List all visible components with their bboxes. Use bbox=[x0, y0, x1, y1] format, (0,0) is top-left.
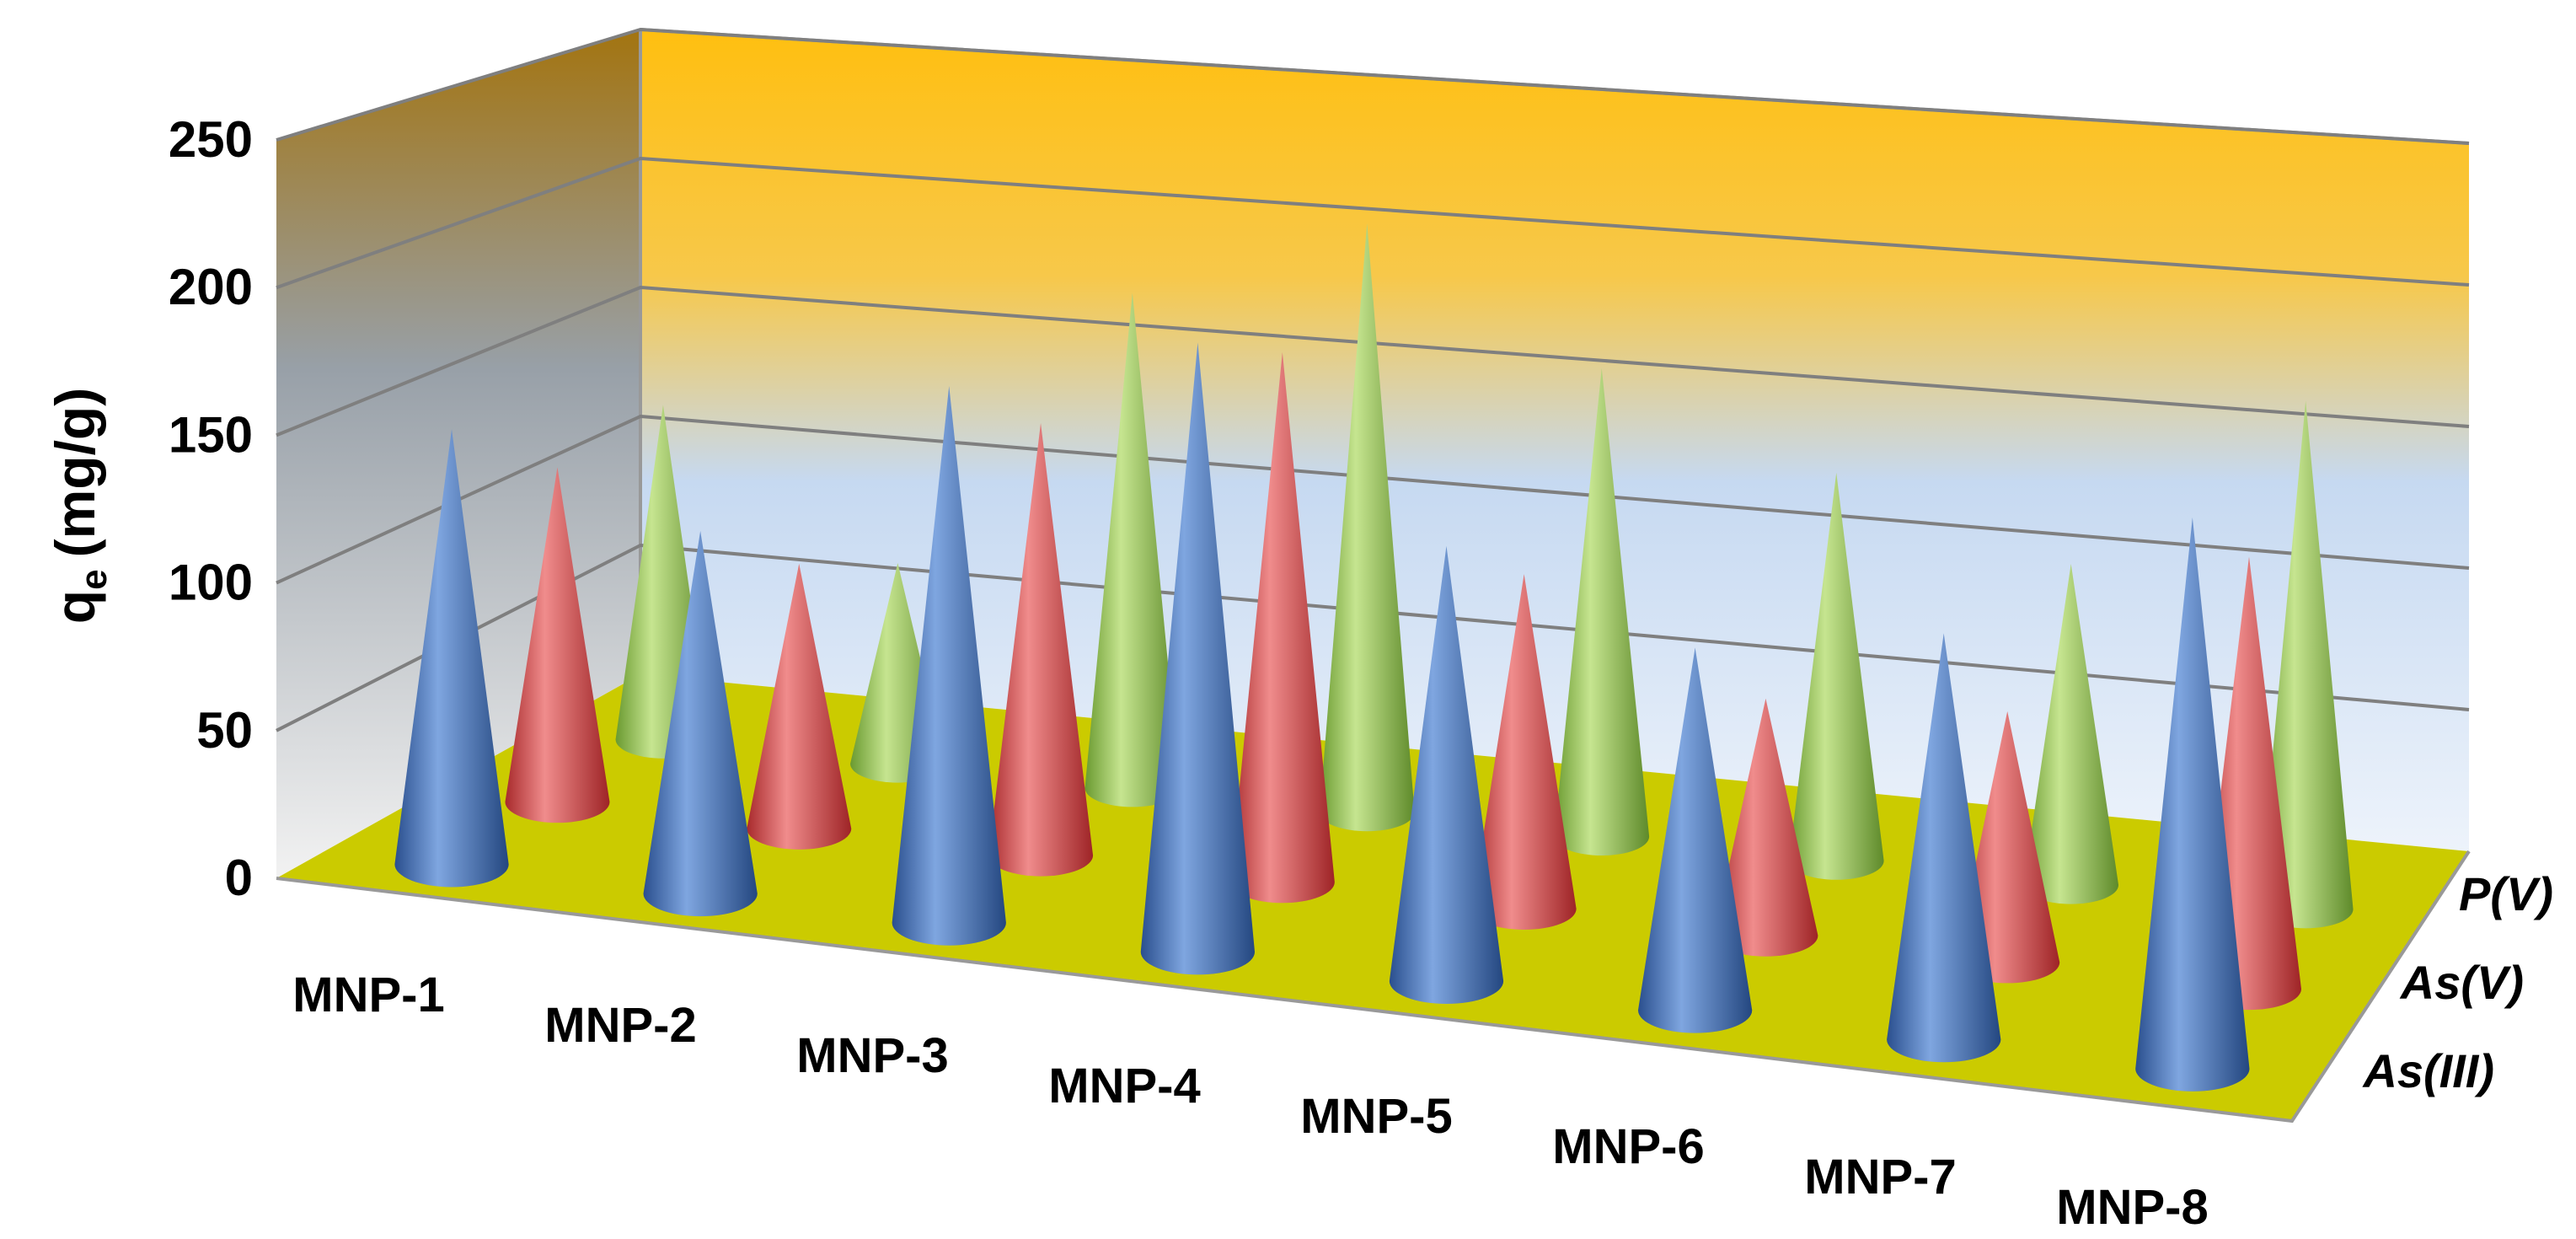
gridline bbox=[276, 285, 2470, 437]
y-tick-label: 150 bbox=[169, 406, 253, 463]
y-axis-label: qe (mg/g) bbox=[44, 388, 115, 624]
category-label: MNP-3 bbox=[796, 1028, 948, 1083]
cone-mark bbox=[2257, 400, 2354, 929]
category-label: MNP-2 bbox=[544, 998, 696, 1053]
cone-mark bbox=[1554, 367, 1650, 856]
cone-body bbox=[892, 385, 1006, 946]
cone-mark bbox=[1471, 574, 1577, 931]
cone-mark bbox=[643, 530, 758, 917]
cone-mark bbox=[892, 385, 1006, 946]
cone-mark bbox=[1084, 292, 1181, 807]
gridline bbox=[276, 156, 2470, 290]
category-label: MNP-4 bbox=[1048, 1059, 1200, 1113]
cone-body bbox=[1229, 351, 1335, 904]
cone-body bbox=[1713, 698, 1818, 957]
cone-body bbox=[1389, 545, 1504, 1005]
cone-body bbox=[1554, 367, 1650, 856]
y-tick-label: 250 bbox=[169, 111, 253, 168]
series-label: As(III) bbox=[2361, 1044, 2494, 1097]
series-label: As(V) bbox=[2399, 956, 2524, 1009]
category-label: MNP-6 bbox=[1552, 1119, 1704, 1174]
cone-body bbox=[1084, 292, 1181, 807]
category-label: MNP-8 bbox=[2056, 1180, 2208, 1235]
cone-body bbox=[1140, 342, 1256, 975]
cone-mark bbox=[1713, 698, 1818, 957]
y-tick-label: 100 bbox=[169, 555, 253, 611]
cone-body bbox=[1319, 223, 1415, 832]
cone-mark bbox=[1788, 472, 1884, 880]
cones bbox=[394, 223, 2354, 1092]
category-label: MNP-7 bbox=[1804, 1150, 1956, 1204]
y-axis-label-subscript: e bbox=[73, 569, 115, 589]
cone-body bbox=[2135, 517, 2250, 1092]
cone-body bbox=[1887, 633, 2001, 1063]
cone-mark bbox=[2135, 517, 2250, 1092]
cone-mark bbox=[1637, 647, 1753, 1033]
gridline bbox=[276, 543, 2470, 732]
back-wall bbox=[640, 30, 2469, 851]
cone-body bbox=[1788, 472, 1884, 880]
y-tick-label: 0 bbox=[225, 850, 253, 906]
cone-body bbox=[747, 563, 852, 850]
cone-mark bbox=[2023, 563, 2119, 904]
y-tick-label: 50 bbox=[196, 702, 253, 759]
gridline bbox=[276, 27, 2470, 145]
cone-mark bbox=[394, 429, 509, 888]
floor-edge bbox=[276, 850, 2471, 1124]
y-axis-label-symbol: q bbox=[44, 590, 106, 624]
y-tick-labels: 0 50 100 150 200 250 bbox=[169, 111, 253, 906]
category-labels: MNP-1 MNP-2 MNP-3 MNP-4 MNP-5 MNP-6 MNP-7 MNP-8 bbox=[292, 968, 2208, 1235]
category-label: MNP-1 bbox=[292, 968, 444, 1022]
gridline bbox=[276, 414, 2470, 585]
cone-body bbox=[643, 530, 758, 917]
gridlines bbox=[276, 27, 2470, 732]
category-label: MNP-5 bbox=[1300, 1089, 1452, 1144]
cone-mark bbox=[1229, 351, 1335, 904]
cone-body bbox=[2257, 400, 2354, 929]
y-axis-label-unit: (mg/g) bbox=[44, 388, 106, 558]
cone-mark bbox=[988, 422, 1094, 877]
cone-body bbox=[505, 467, 610, 823]
cone-body bbox=[988, 422, 1094, 877]
cone-mark bbox=[1887, 633, 2001, 1063]
cone-mark bbox=[747, 563, 852, 850]
y-tick-label: 200 bbox=[169, 259, 253, 315]
cone-body bbox=[1637, 647, 1753, 1033]
series-labels: As(III) As(V) P(V) bbox=[2361, 867, 2553, 1097]
series-label: P(V) bbox=[2459, 867, 2553, 920]
cone-mark bbox=[1140, 342, 1256, 975]
cone-mark bbox=[1319, 223, 1415, 832]
cone-body bbox=[394, 429, 509, 888]
cone-mark bbox=[505, 467, 610, 823]
cone-mark bbox=[1389, 545, 1504, 1005]
cone-body bbox=[2023, 563, 2119, 904]
cone-body bbox=[1471, 574, 1577, 931]
